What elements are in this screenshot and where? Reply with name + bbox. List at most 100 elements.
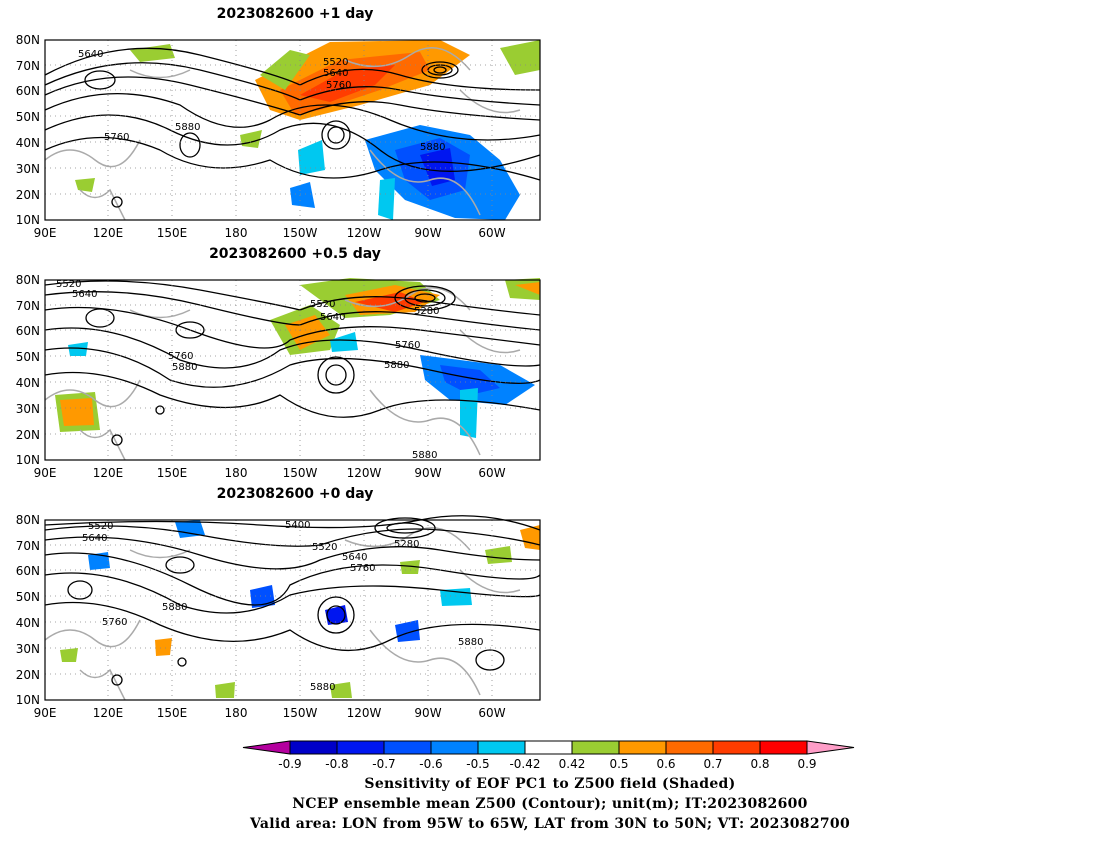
- z500-contours-2: [44, 280, 541, 446]
- lat-label: 20N: [16, 188, 40, 202]
- contour-label: 5880: [420, 142, 445, 153]
- colorbar-box: [289, 740, 338, 755]
- lon-label: 120W: [347, 706, 382, 720]
- colorbar-tick-label: 0.5: [609, 757, 628, 771]
- map-frame: [44, 39, 541, 221]
- colorbar-left-arrow: [242, 740, 291, 755]
- colorbar-tick-label: -0.6: [419, 757, 442, 771]
- lon-label: 180: [225, 226, 248, 240]
- contour-label: 5880: [412, 450, 437, 461]
- colorbar-tick-label: -0.9: [278, 757, 301, 771]
- lon-label: 150W: [283, 706, 318, 720]
- contour-label: 5880: [162, 602, 187, 613]
- colorbar-box: [336, 740, 385, 755]
- contour-label: 5760: [168, 351, 193, 362]
- colorbar-box: [759, 740, 808, 755]
- contour-label: 5520: [88, 521, 113, 532]
- lon-label: 150E: [157, 466, 188, 480]
- colorbar-tick-label: -0.42: [509, 757, 540, 771]
- lon-label: 60W: [478, 706, 505, 720]
- colorbar-box: [430, 740, 479, 755]
- lat-label: 80N: [16, 513, 40, 527]
- map-svg-3: 5520 5640 5400 5520 5640 5760 5280 5880 …: [16, 513, 541, 720]
- contour-label: 5760: [395, 340, 420, 351]
- contour-label: 5880: [384, 360, 409, 371]
- lat-label: 60N: [16, 324, 40, 338]
- lon-axis-3: 90E 120E 150E 180 150W 120W 90W 60W: [34, 706, 506, 720]
- coastlines-1: [44, 47, 521, 221]
- colorbar-tick-label: -0.8: [325, 757, 348, 771]
- lon-label: 120W: [347, 466, 382, 480]
- contour-label: 5520: [323, 57, 348, 68]
- lon-label: 90E: [34, 466, 57, 480]
- lon-label: 120E: [93, 226, 124, 240]
- colorbar-tick-label: 0.8: [750, 757, 769, 771]
- contour-label: 5880: [310, 682, 335, 693]
- lat-label: 70N: [16, 539, 40, 553]
- lon-label: 90E: [34, 226, 57, 240]
- lat-label: 40N: [16, 616, 40, 630]
- lat-label: 50N: [16, 590, 40, 604]
- contour-labels-1: 5640 5520 5640 5760 5760 5880 5880: [78, 49, 445, 153]
- colorbar-box: [477, 740, 526, 755]
- graticule-1: [45, 40, 540, 220]
- contour-label: 5640: [323, 68, 348, 79]
- map-frame: [44, 519, 541, 701]
- colorbar-svg: -0.9 -0.8 -0.7 -0.6 -0.5 -0.42 0.42 0.5 …: [242, 740, 855, 771]
- map-svg-2: 5520 5640 5520 5640 5280 5760 5760 5880 …: [16, 273, 541, 480]
- lat-label: 50N: [16, 110, 40, 124]
- map-frame: [44, 279, 541, 461]
- lat-label: 80N: [16, 273, 40, 287]
- panel-title-3: 2023082600 +0 day: [216, 486, 374, 502]
- contour-label: 5520: [56, 279, 81, 290]
- lon-label: 90W: [414, 706, 441, 720]
- contour-label: 5640: [82, 533, 107, 544]
- lon-label: 150W: [283, 226, 318, 240]
- lon-axis-1: 90E 120E 150E 180 150W 120W 90W 60W: [34, 226, 506, 240]
- map-panel-3: 5520 5640 5400 5520 5640 5760 5280 5880 …: [0, 510, 560, 750]
- colorbar-tick-label: 0.42: [559, 757, 586, 771]
- sensitivity-shading-1: [75, 40, 540, 220]
- contour-label: 5520: [310, 299, 335, 310]
- caption-line-2: NCEP ensemble mean Z500 (Contour); unit(…: [292, 796, 808, 812]
- contour-label: 5640: [320, 312, 345, 323]
- colorbar-right-arrow: [806, 740, 855, 755]
- lat-label: 30N: [16, 162, 40, 176]
- contour-label: 5880: [458, 637, 483, 648]
- colorbar: -0.9 -0.8 -0.7 -0.6 -0.5 -0.42 0.42 0.5 …: [0, 735, 1100, 775]
- lat-label: 60N: [16, 564, 40, 578]
- contour-label: 5640: [342, 552, 367, 563]
- contour-label: 5640: [78, 49, 103, 60]
- lon-label: 180: [225, 706, 248, 720]
- lat-label: 80N: [16, 33, 40, 47]
- colorbar-box: [524, 740, 573, 755]
- lat-label: 50N: [16, 350, 40, 364]
- z500-contours-3: [44, 515, 541, 686]
- colorbar-box: [571, 740, 620, 755]
- contour-label: 5280: [394, 539, 419, 550]
- contour-label: 5400: [285, 520, 310, 531]
- lat-label: 30N: [16, 402, 40, 416]
- panel-title-1: 2023082600 +1 day: [216, 6, 374, 22]
- contour-label: 5760: [326, 80, 351, 91]
- colorbar-boxes: [242, 740, 855, 755]
- lon-label: 60W: [478, 466, 505, 480]
- contour-label: 5640: [72, 289, 97, 300]
- colorbar-tick-label: 0.7: [703, 757, 722, 771]
- contour-labels-3: 5520 5640 5400 5520 5640 5760 5280 5880 …: [82, 520, 483, 693]
- lat-label: 60N: [16, 84, 40, 98]
- graticule-2: [45, 280, 540, 460]
- lon-label: 120E: [93, 706, 124, 720]
- contour-label: 5760: [102, 617, 127, 628]
- caption-line-3: Valid area: LON from 95W to 65W, LAT fro…: [249, 816, 851, 832]
- lat-label: 30N: [16, 642, 40, 656]
- lon-label: 120E: [93, 466, 124, 480]
- caption-line-1: Sensitivity of EOF PC1 to Z500 field (Sh…: [364, 776, 736, 792]
- lat-label: 10N: [16, 213, 40, 227]
- lat-label: 40N: [16, 136, 40, 150]
- lat-label: 70N: [16, 59, 40, 73]
- colorbar-tick-label: -0.5: [466, 757, 489, 771]
- contour-label: 5880: [172, 362, 197, 373]
- lat-label: 10N: [16, 453, 40, 467]
- lat-label: 20N: [16, 428, 40, 442]
